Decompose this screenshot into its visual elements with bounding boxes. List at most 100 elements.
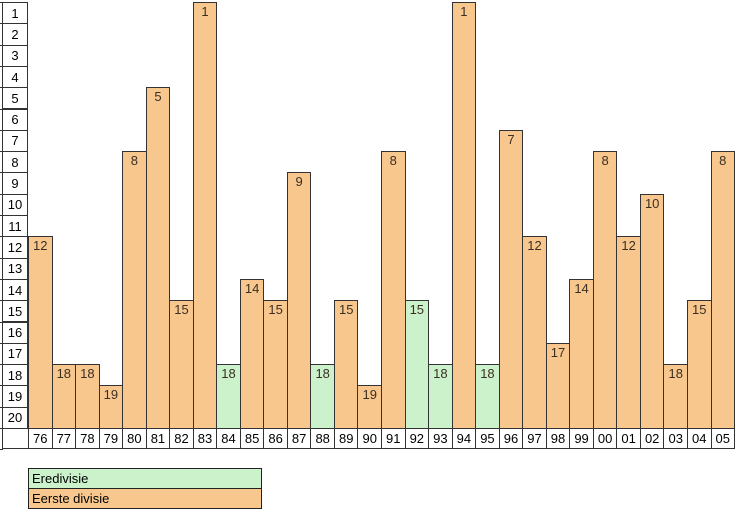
bar-01: 12 [616, 236, 641, 429]
x-axis-cell-91: 91 [381, 428, 406, 449]
bar-value-label: 18 [221, 366, 236, 382]
bar-value-label: 12 [33, 238, 48, 254]
bar-97: 12 [522, 236, 547, 429]
x-axis-cell-85: 85 [239, 428, 265, 449]
axis-tick [0, 321, 3, 323]
y-axis-cell-13: 13 [2, 257, 28, 280]
bar-84: 18 [216, 364, 241, 429]
bar-88: 18 [310, 364, 335, 429]
bar-79: 19 [98, 385, 124, 429]
x-axis-cell-82: 82 [169, 428, 194, 449]
axis-tick [0, 342, 3, 344]
x-axis-cell-95: 95 [475, 428, 500, 449]
bar-85: 14 [239, 278, 265, 429]
x-axis-cell-03: 03 [663, 428, 688, 449]
y-axis-cell-17: 17 [2, 342, 28, 366]
bar-90: 19 [357, 385, 383, 429]
bar-value-label: 18 [80, 366, 95, 382]
x-axis-cell-88: 88 [310, 428, 335, 449]
bar-98: 17 [545, 342, 571, 429]
x-axis-cell-89: 89 [333, 428, 359, 449]
bar-value-label: 18 [480, 366, 495, 382]
y-axis-cell-8: 8 [2, 151, 28, 174]
bar-value-label: 7 [507, 131, 515, 147]
bar-89: 15 [333, 300, 359, 429]
bar-value-label: 8 [719, 153, 727, 169]
bar-87: 9 [286, 172, 312, 429]
bar-value-label: 18 [433, 366, 448, 382]
bar-value-label: 15 [174, 302, 189, 318]
legend-label-eerste-divisie: Eerste divisie [32, 491, 110, 506]
y-axis-cell-11: 11 [2, 215, 28, 238]
bar-77: 18 [51, 364, 77, 429]
bar-value-label: 19 [362, 387, 377, 403]
x-axis-cell-96: 96 [498, 428, 524, 449]
x-axis-cell-83: 83 [192, 428, 218, 449]
y-axis-cell-16: 16 [2, 321, 28, 344]
axis-tick [0, 215, 3, 216]
axis-tick [0, 278, 3, 280]
x-axis-cell-87: 87 [286, 428, 312, 449]
y-axis-cell-4: 4 [2, 65, 28, 89]
y-axis-cell-7: 7 [2, 129, 28, 153]
y-axis-cell-18: 18 [2, 364, 28, 387]
legend-item-eerste-divisie: Eerste divisie [28, 488, 262, 509]
bar-value-label: 1 [201, 4, 209, 19]
x-axis-cell-86: 86 [263, 428, 288, 449]
bar-value-label: 15 [409, 302, 425, 318]
y-axis-cell-20: 20 [2, 406, 28, 429]
bar-value-label: 9 [295, 174, 303, 190]
bar-96: 7 [498, 129, 524, 429]
x-axis-cell-92: 92 [404, 428, 430, 449]
bar-value-label: 10 [644, 195, 660, 211]
axis-tick [0, 2, 3, 3]
bar-value-label: 17 [550, 344, 566, 360]
bar-value-label: 1 [460, 4, 468, 19]
y-axis-cell-12: 12 [2, 236, 28, 259]
bar-83: 1 [192, 2, 218, 429]
x-axis-cell-90: 90 [357, 428, 383, 449]
bar-94: 1 [451, 2, 477, 429]
y-axis-cell-6: 6 [2, 108, 28, 131]
y-axis-cell-15: 15 [2, 300, 28, 323]
bar-value-label: 5 [154, 89, 162, 105]
bar-value-label: 18 [56, 366, 72, 382]
x-axis-cell-02: 02 [639, 428, 665, 449]
axis-tick [0, 236, 3, 238]
bar-99: 14 [569, 278, 594, 429]
bar-value-label: 15 [268, 302, 283, 318]
bar-81: 5 [145, 87, 171, 429]
bar-value-label: 8 [130, 153, 138, 169]
bar-05: 8 [710, 151, 736, 429]
bar-82: 15 [169, 300, 194, 429]
bar-86: 15 [263, 300, 288, 429]
bar-91: 8 [381, 151, 406, 429]
y-axis-cell-9: 9 [2, 172, 28, 195]
x-axis-cell-00: 00 [592, 428, 618, 449]
x-axis-cell-94: 94 [451, 428, 477, 449]
axis-tick [0, 65, 3, 67]
y-axis-cell-10: 10 [2, 193, 28, 216]
x-axis-cell-93: 93 [428, 428, 453, 449]
bar-value-label: 14 [244, 280, 260, 296]
axis-tick [0, 44, 3, 46]
bar-value-label: 15 [338, 302, 354, 318]
axis-tick [0, 193, 3, 195]
bar-value-label: 15 [692, 302, 707, 318]
bar-value-label: 18 [668, 366, 683, 382]
y-axis-cell-14: 14 [2, 278, 28, 302]
x-axis-cell-80: 80 [122, 428, 147, 449]
axis-tick [0, 385, 3, 387]
bar-value-label: 12 [527, 238, 542, 254]
bar-value-label: 19 [103, 387, 119, 403]
x-axis-cell-81: 81 [145, 428, 171, 449]
axis-tick [0, 364, 3, 366]
y-axis-cell-1: 1 [2, 2, 28, 25]
axis-tick [0, 129, 3, 131]
legend-item-eredivisie: Eredivisie [28, 468, 262, 489]
bar-value-label: 12 [621, 238, 636, 254]
x-axis-cell-05: 05 [710, 428, 736, 449]
y-axis-cell-5: 5 [2, 87, 28, 110]
x-axis-cell-99: 99 [569, 428, 594, 449]
